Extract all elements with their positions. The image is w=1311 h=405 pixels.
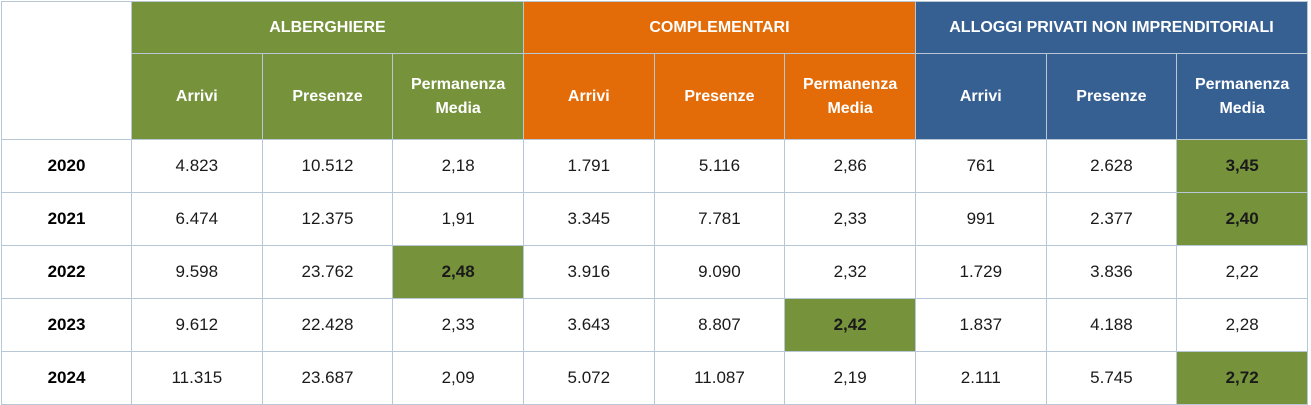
row-year-label: 2023 — [1, 298, 132, 352]
table-cell-highlighted: 2,72 — [1176, 351, 1308, 405]
subheader-permanenza-media: Permanenza Media — [784, 53, 916, 140]
table-row: 2020 4.823 10.512 2,18 1.791 5.116 2,86 761 2.62… — [1, 139, 1308, 193]
row-year-label: 2022 — [1, 245, 132, 299]
table-cell: 3.345 — [522, 192, 655, 246]
table-cell: 1.837 — [914, 298, 1047, 352]
table-cell: 2,28 — [1176, 298, 1308, 352]
group-header-alberghiere: ALBERGHIERE — [131, 1, 524, 54]
table-cell: 2.111 — [914, 351, 1047, 405]
table-cell: 3.643 — [522, 298, 655, 352]
subheader-row: Arrivi Presenze Permanenza Media Arrivi … — [2, 53, 1308, 140]
table-cell: 1.791 — [522, 139, 655, 193]
table-cell: 2,19 — [784, 351, 916, 405]
table-row: 2023 9.612 22.428 2,33 3.643 8.807 2,42 1.837 4.… — [1, 298, 1308, 352]
row-year-label: 2021 — [1, 192, 132, 246]
table-cell: 10.512 — [261, 139, 394, 193]
table-cell: 2,33 — [392, 298, 524, 352]
table-cell-highlighted: 2,40 — [1176, 192, 1308, 246]
table-cell: 9.090 — [653, 245, 786, 299]
table-cell: 4.823 — [131, 139, 263, 193]
table-cell: 2,18 — [392, 139, 524, 193]
table-cell: 2,32 — [784, 245, 916, 299]
table-cell: 3.836 — [1045, 245, 1178, 299]
table-cell-highlighted: 3,45 — [1176, 139, 1308, 193]
table-body: 2020 4.823 10.512 2,18 1.791 5.116 2,86 761 2.62… — [1, 139, 1308, 405]
subheader-arrivi: Arrivi — [914, 53, 1047, 140]
table-cell: 9.598 — [131, 245, 263, 299]
subheader-arrivi: Arrivi — [522, 53, 655, 140]
table-cell: 2,33 — [784, 192, 916, 246]
table-cell: 991 — [914, 192, 1047, 246]
table-cell-highlighted: 2,48 — [392, 245, 524, 299]
subheader-permanenza-media: Permanenza Media — [1176, 53, 1308, 140]
table-cell: 6.474 — [131, 192, 263, 246]
subheader-presenze: Presenze — [1045, 53, 1178, 140]
row-year-label: 2020 — [1, 139, 132, 193]
table-cell: 7.781 — [653, 192, 786, 246]
table-cell: 23.762 — [261, 245, 394, 299]
row-year-label: 2024 — [1, 351, 132, 405]
table-cell: 5.072 — [522, 351, 655, 405]
table-row: 2022 9.598 23.762 2,48 3.916 9.090 2,32 1.729 3.… — [1, 245, 1308, 299]
table-cell: 12.375 — [261, 192, 394, 246]
table-cell: 2.628 — [1045, 139, 1178, 193]
table-cell: 5.116 — [653, 139, 786, 193]
subheader-presenze: Presenze — [653, 53, 786, 140]
group-header-complementari: COMPLEMENTARI — [522, 1, 916, 54]
table-cell: 2,86 — [784, 139, 916, 193]
table-cell: 11.087 — [653, 351, 786, 405]
table-cell: 4.188 — [1045, 298, 1178, 352]
table-cell: 5.745 — [1045, 351, 1178, 405]
table-cell: 2.377 — [1045, 192, 1178, 246]
table-cell: 1.729 — [914, 245, 1047, 299]
group-header-alloggi: ALLOGGI PRIVATI NON IMPRENDITORIALI — [914, 1, 1309, 54]
table-cell: 11.315 — [131, 351, 263, 405]
table-cell: 3.916 — [522, 245, 655, 299]
table-cell: 22.428 — [261, 298, 394, 352]
table-cell-highlighted: 2,42 — [784, 298, 916, 352]
table-cell: 761 — [914, 139, 1047, 193]
table-row: 2024 11.315 23.687 2,09 5.072 11.087 2,19 2.111… — [1, 351, 1308, 405]
table-cell: 23.687 — [261, 351, 394, 405]
table-cell: 2,22 — [1176, 245, 1308, 299]
table-cell: 1,91 — [392, 192, 524, 246]
table-cell: 8.807 — [653, 298, 786, 352]
subheader-arrivi: Arrivi — [131, 53, 263, 140]
table-cell: 9.612 — [131, 298, 263, 352]
table-cell: 2,09 — [392, 351, 524, 405]
corner-cell — [1, 1, 132, 140]
table-row: 2021 6.474 12.375 1,91 3.345 7.781 2,33 991 2.37… — [1, 192, 1308, 246]
subheader-presenze: Presenze — [261, 53, 394, 140]
subheader-permanenza-media: Permanenza Media — [392, 53, 524, 140]
group-header-row: ALBERGHIERE COMPLEMENTARI ALLOGGI PRIVAT… — [1, 1, 1309, 140]
